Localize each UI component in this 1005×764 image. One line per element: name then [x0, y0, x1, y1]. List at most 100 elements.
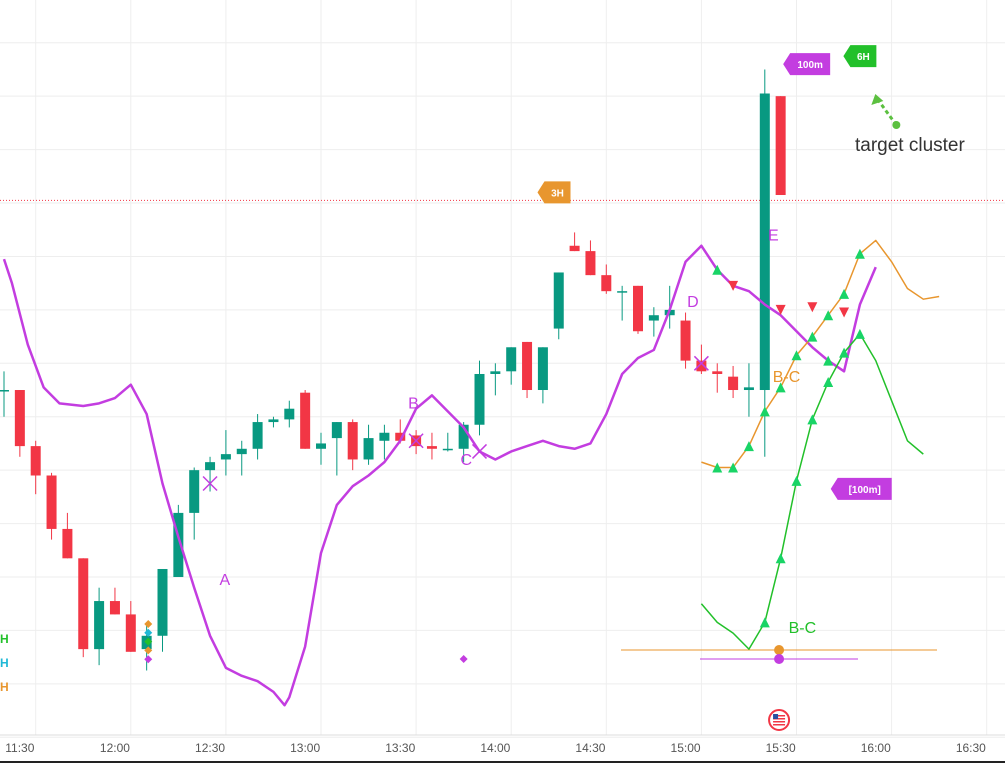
cross-marker — [693, 355, 709, 371]
point-label: B-C — [773, 369, 801, 386]
cross-marker — [202, 475, 218, 492]
orange-level-dot — [774, 645, 785, 655]
flag-stripe — [773, 718, 786, 720]
candle-body — [189, 470, 200, 513]
candle-body — [743, 387, 754, 391]
down-triangle-marker — [728, 280, 739, 291]
candle-body — [680, 320, 691, 361]
candle-body — [78, 558, 89, 650]
candle-body — [490, 371, 501, 374]
bottom-histogram-lines — [621, 645, 937, 664]
candle-body — [109, 601, 120, 615]
up-triangle-marker — [712, 462, 723, 473]
purple-indicator-line — [2, 244, 877, 707]
target-annotation: target cluster — [855, 94, 965, 156]
candle-body — [62, 528, 73, 559]
flag-stripe — [773, 724, 786, 726]
candle-body — [173, 512, 184, 578]
candle-body — [30, 446, 41, 476]
purple-level-dot — [774, 654, 785, 664]
x-tick-label: 14:30 — [575, 741, 605, 755]
cross-marker — [471, 443, 488, 459]
side-letter: H — [0, 680, 9, 694]
candle-body — [601, 275, 612, 292]
candle-body — [157, 568, 168, 636]
candle-body — [300, 392, 311, 449]
side-letters: HHH — [0, 632, 9, 694]
up-triangle-marker — [823, 377, 834, 387]
x-tick-label: 11:30 — [5, 741, 34, 755]
up-triangle-marker — [807, 414, 818, 425]
candle-body — [0, 390, 9, 392]
cross-marker — [408, 433, 424, 449]
diamond-marker — [144, 646, 153, 655]
diamond-marker — [144, 637, 153, 646]
candle-body — [316, 443, 326, 449]
candle-body — [728, 376, 739, 391]
candle-body — [268, 419, 279, 423]
tag-label: 100m — [797, 60, 823, 71]
candle-body — [379, 432, 390, 441]
candle-body — [775, 96, 786, 196]
tag-100m — [783, 53, 831, 76]
point-labels: A B C D E B-C B-C — [220, 227, 817, 637]
tags[interactable]: 100m 6H 3H [100m] — [537, 45, 892, 500]
up-triangle-marker — [839, 288, 850, 299]
up-triangle-marker — [775, 553, 786, 564]
candle-body — [331, 422, 342, 439]
up-triangle-marker — [854, 248, 865, 259]
candle-body — [617, 291, 628, 293]
up-triangle-marker — [712, 264, 723, 275]
candle-body — [347, 422, 358, 460]
point-label: B-C — [789, 620, 817, 637]
candle-body — [648, 315, 659, 321]
point-label: A — [220, 572, 231, 589]
down-triangle-marker — [807, 302, 818, 313]
tag-6H — [843, 45, 877, 68]
diamond-marker — [144, 655, 153, 664]
point-label: E — [768, 227, 779, 244]
side-letter: H — [0, 656, 9, 670]
candle-body — [553, 272, 564, 329]
diamond-marker — [459, 655, 468, 663]
candlestick-series[interactable] — [0, 69, 786, 671]
up-triangle-marker — [791, 475, 802, 486]
tag-3H — [537, 181, 571, 204]
candle-body — [220, 454, 231, 460]
up-triangle-marker — [823, 310, 834, 321]
candle-body — [474, 373, 485, 425]
candle-body — [522, 341, 533, 391]
candle-body — [252, 422, 263, 449]
candle-body — [125, 614, 136, 652]
candle-body — [395, 432, 406, 441]
orange-projection-line — [701, 239, 940, 469]
tag-label: [100m] — [849, 485, 881, 496]
up-triangle-marker — [743, 441, 754, 452]
x-tick-label: 15:30 — [766, 741, 796, 755]
candle-body — [712, 371, 723, 374]
candle-body — [458, 424, 469, 449]
candle-body — [569, 245, 580, 252]
down-triangle-marker — [775, 304, 786, 315]
flag-canton — [773, 714, 779, 719]
tag-label: 6H — [857, 52, 870, 63]
us-flag-icon[interactable] — [768, 709, 791, 731]
candle-body — [284, 408, 295, 420]
candle-body — [236, 448, 247, 455]
x-axis: 11:30 12:00 12:30 13:00 13:30 14:00 14:30 15:00… — [0, 734, 1005, 763]
candle-body — [537, 347, 548, 391]
candle-body — [14, 390, 25, 447]
x-tick-label: 16:00 — [861, 741, 891, 755]
point-label: D — [687, 294, 699, 311]
candle-body — [46, 475, 57, 529]
diamond-marker — [144, 628, 153, 637]
x-tick-label: 14:00 — [480, 741, 510, 755]
up-triangle-marker — [823, 355, 834, 366]
diamond-marker — [144, 620, 153, 628]
candle-body — [205, 462, 216, 471]
candle-body — [363, 438, 374, 460]
chart-grid — [0, 0, 1005, 738]
x-tick-label: 13:30 — [385, 741, 415, 755]
up-triangle-marker — [759, 406, 770, 417]
